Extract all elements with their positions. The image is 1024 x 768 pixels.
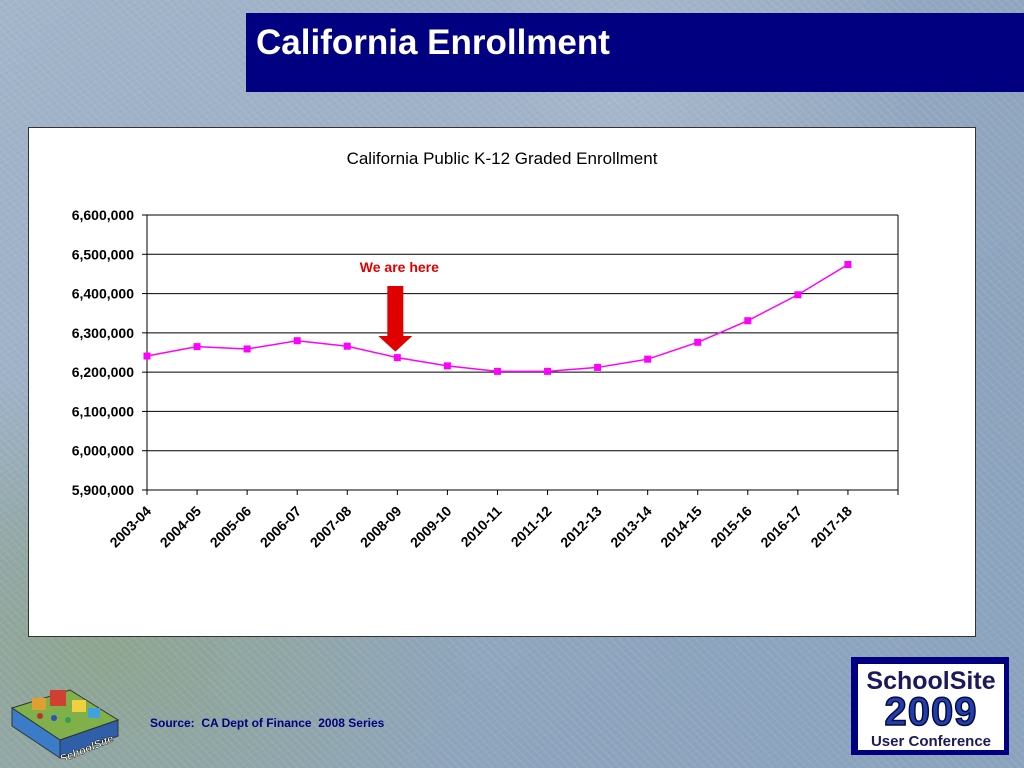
data-point [794, 291, 802, 299]
x-tick-label: 2003-04 [106, 503, 154, 551]
x-tick-label: 2008-09 [357, 503, 405, 551]
y-tick-label: 6,300,000 [72, 325, 134, 341]
data-point [243, 345, 251, 353]
data-point [443, 362, 451, 370]
y-tick-label: 6,200,000 [72, 364, 134, 380]
badge-subtitle: User Conference [870, 733, 992, 750]
source-note: Source: CA Dept of Finance 2008 Series [150, 716, 385, 730]
schoolsite-logo: SchoolSite [10, 689, 120, 760]
y-tick-label: 6,500,000 [72, 246, 134, 262]
x-tick-label: 2010-11 [457, 503, 504, 550]
data-point [193, 343, 201, 351]
data-point [694, 338, 702, 346]
annotation-arrow-shaft [387, 286, 404, 338]
chart-panel: California Public K-12 Graded Enrollment… [28, 127, 976, 637]
badge-year: 2009 [884, 689, 978, 735]
data-point [844, 261, 852, 268]
badge-brand: SchoolSite [866, 667, 996, 695]
x-tick-label: 2014-15 [657, 503, 705, 551]
y-tick-label: 6,400,000 [72, 286, 134, 302]
badge-inner: SchoolSite 2009 User Conference [857, 663, 1005, 751]
data-point [644, 355, 652, 363]
x-tick-label: 2013-14 [607, 503, 655, 551]
x-tick-label: 2015-16 [707, 503, 755, 551]
x-tick-label: 2012-13 [557, 503, 605, 551]
data-point [493, 367, 501, 375]
x-tick-label: 2017-18 [807, 503, 855, 551]
title-bar: California Enrollment [246, 13, 1024, 92]
data-point [744, 317, 752, 325]
annotation-label: We are here [360, 259, 439, 275]
x-tick-label: 2016-17 [757, 503, 805, 551]
series-line [146, 263, 849, 373]
y-tick-label: 5,900,000 [72, 482, 134, 498]
data-point [544, 367, 552, 375]
annotation-arrow-head [378, 336, 413, 352]
data-point [143, 352, 151, 360]
y-tick-label: 6,600,000 [72, 207, 134, 223]
data-point [293, 337, 301, 345]
data-point [594, 363, 602, 371]
enrollment-chart: California Public K-12 Graded Enrollment… [72, 149, 899, 551]
y-tick-label: 6,100,000 [72, 403, 134, 419]
data-point [393, 354, 401, 362]
x-tick-label: 2011-12 [508, 503, 555, 550]
x-tick-label: 2007-08 [307, 503, 355, 551]
x-tick-label: 2006-07 [257, 503, 305, 551]
conference-badge: SchoolSite 2009 User Conference [851, 657, 1009, 755]
data-point [343, 342, 351, 350]
chart-title: California Public K-12 Graded Enrollment [347, 149, 658, 168]
x-tick-label: 2004-05 [157, 503, 205, 551]
x-tick-label: 2009-10 [407, 503, 455, 551]
x-tick-label: 2005-06 [207, 503, 255, 551]
slide-title: California Enrollment [256, 23, 610, 62]
y-tick-label: 6,000,000 [72, 443, 134, 459]
